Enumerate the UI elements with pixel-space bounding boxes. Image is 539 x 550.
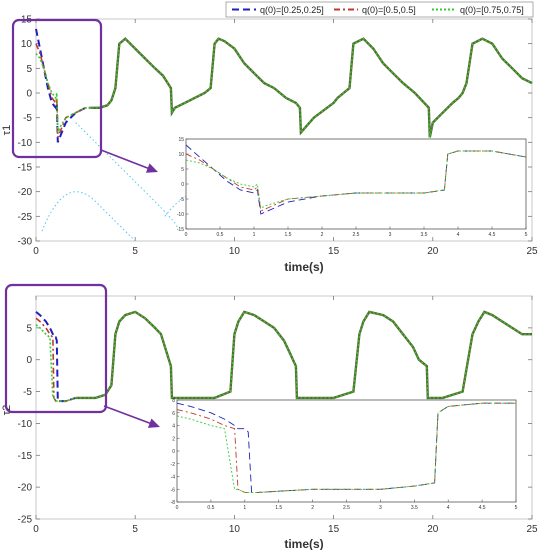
x-tick-label: 20 xyxy=(427,524,439,535)
x-tick-label: 0 xyxy=(33,524,39,535)
inset-x-tick-label: 3.5 xyxy=(411,505,418,511)
inset-y-tick-label: 0 xyxy=(181,182,184,188)
inset-x-tick-label: 3.5 xyxy=(421,232,428,238)
callout-box xyxy=(4,283,108,414)
inset-x-tick-label: 3 xyxy=(389,232,392,238)
legend-label-2: q(0)=[0.5,0.5] xyxy=(362,5,416,15)
inset-x-tick-label: 4 xyxy=(457,232,460,238)
inset-y-tick-label: 4 xyxy=(172,424,175,430)
inset-y-tick-label: -6 xyxy=(171,487,176,493)
y-tick-label: 5 xyxy=(26,323,32,334)
x-tick-label: 20 xyxy=(427,246,439,257)
x-tick-label: 25 xyxy=(526,524,538,535)
y-tick-label: 0 xyxy=(26,355,32,366)
inset-y-tick-label: 8 xyxy=(172,398,175,404)
y-tick-label: -15 xyxy=(18,451,33,462)
x-tick-label: 0 xyxy=(33,246,39,257)
y-tick-label: 10 xyxy=(21,39,33,50)
inset-x-tick-label: 2 xyxy=(321,232,324,238)
inset-series-2 xyxy=(176,402,516,493)
stray-trace xyxy=(41,191,136,242)
transient-series-3 xyxy=(35,324,76,402)
legend-label-3: q(0)=[0.75,0.75] xyxy=(460,5,524,15)
inset-x-tick-label: 2 xyxy=(311,505,314,511)
inset-y-tick-label: -10 xyxy=(177,212,184,218)
inset-x-tick-label: 0 xyxy=(185,232,188,238)
inset-x-tick-label: 0.5 xyxy=(207,505,214,511)
y-tick-label: -30 xyxy=(18,237,33,248)
x-axis-label: time(s) xyxy=(284,537,323,550)
x-tick-label: 15 xyxy=(328,246,340,257)
inset-y-tick-label: 15 xyxy=(178,137,184,143)
inset-x-tick-label: 2.5 xyxy=(343,505,350,511)
inset-y-tick-label: 6 xyxy=(172,411,175,417)
x-tick-label: 5 xyxy=(132,246,138,257)
inset-y-tick-label: -8 xyxy=(171,500,176,506)
inset-x-tick-label: 0 xyxy=(176,505,179,511)
inset-series-3 xyxy=(176,402,516,493)
callout-arrowhead xyxy=(147,418,160,428)
inset-y-tick-label: -5 xyxy=(180,197,185,203)
inset-x-tick-label: 1.5 xyxy=(285,232,292,238)
inset-x-tick-label: 4.5 xyxy=(489,232,496,238)
transient-series-3 xyxy=(35,53,92,133)
steady-state-dots xyxy=(75,311,532,399)
inset-y-tick-label: 5 xyxy=(181,167,184,173)
x-axis-label: time(s) xyxy=(284,260,323,274)
inset-x-tick-label: 4 xyxy=(447,505,450,511)
inset-x-tick-label: 1.5 xyxy=(275,505,282,511)
chart-2: 50-5-10-15-20-250 5 10 15 20 25time(s)τ286420… xyxy=(1,283,538,550)
y-tick-label: -15 xyxy=(18,163,33,174)
inset-y-tick-label: 10 xyxy=(178,152,184,158)
callout-arrow xyxy=(100,149,151,170)
inset-x-tick-label: 1 xyxy=(253,232,256,238)
y-tick-label: -20 xyxy=(18,483,33,494)
x-tick-label: 5 xyxy=(132,524,138,535)
inset-x-tick-label: 2.5 xyxy=(353,232,360,238)
legend-box xyxy=(225,1,534,18)
inset-y-tick-label: -4 xyxy=(171,475,176,481)
inset-series-3 xyxy=(185,150,527,209)
callout-arrow xyxy=(103,405,153,425)
inset-x-tick-label: 4.5 xyxy=(479,505,486,511)
y-tick-label: -5 xyxy=(23,387,32,398)
y-tick-label: -5 xyxy=(23,113,32,124)
y-tick-label: -25 xyxy=(18,515,33,526)
legend: q(0)=[0.25,0.25] q(0)=[0.5,0.5] q(0)=[0.75… xyxy=(225,1,534,18)
inset-x-tick-label: 5 xyxy=(515,505,518,511)
inset-y-tick-label: 0 xyxy=(172,449,175,455)
legend-label-1: q(0)=[0.25,0.25] xyxy=(260,5,324,15)
y-axis-label: τ1 xyxy=(1,125,13,135)
inset-y-tick-label: -2 xyxy=(171,462,176,468)
inset-x-tick-label: 1 xyxy=(243,505,246,511)
y-tick-label: -10 xyxy=(18,419,33,430)
callout-box xyxy=(11,18,103,159)
inset-plot-area xyxy=(176,399,517,503)
y-tick-label: -10 xyxy=(18,138,33,149)
x-tick-label: 25 xyxy=(526,246,538,257)
inset-x-tick-label: 0.5 xyxy=(217,232,224,238)
y-tick-label: 5 xyxy=(26,64,32,75)
x-tick-label: 15 xyxy=(328,524,340,535)
inset-y-tick-label: 2 xyxy=(172,436,175,442)
callout-arrowhead xyxy=(145,163,158,173)
inset-x-tick-label: 5 xyxy=(525,232,528,238)
y-tick-label: -25 xyxy=(18,212,33,223)
inset-y-tick-label: -15 xyxy=(177,227,184,233)
steady-state-dots xyxy=(91,37,533,138)
inset-x-tick-label: 3 xyxy=(379,505,382,511)
y-tick-label: 0 xyxy=(26,89,32,100)
y-tick-label: -20 xyxy=(18,187,33,198)
inset-plot-area xyxy=(185,138,527,230)
x-tick-label: 10 xyxy=(229,524,241,535)
x-tick-label: 10 xyxy=(229,246,241,257)
